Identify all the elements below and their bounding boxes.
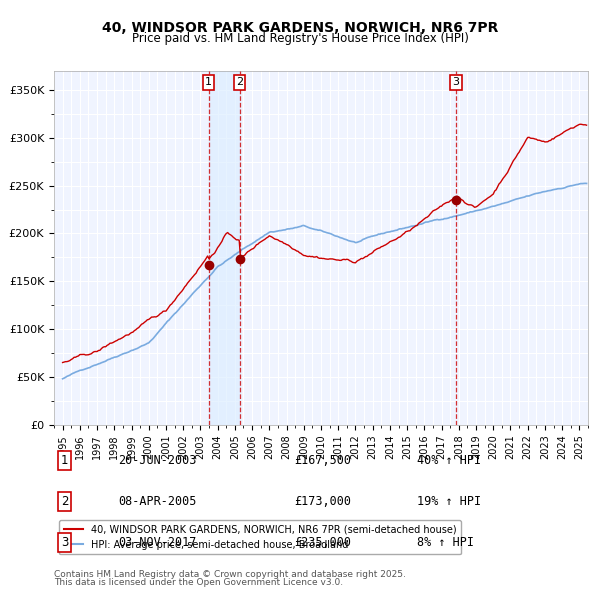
Text: 3: 3: [61, 536, 68, 549]
Text: 3: 3: [452, 77, 460, 87]
Text: £173,000: £173,000: [295, 495, 352, 508]
Text: £235,000: £235,000: [295, 536, 352, 549]
Text: 20-JUN-2003: 20-JUN-2003: [118, 454, 196, 467]
Text: 08-APR-2005: 08-APR-2005: [118, 495, 196, 508]
Text: 19% ↑ HPI: 19% ↑ HPI: [417, 495, 481, 508]
Bar: [209, 71, 239, 425]
Text: 03-NOV-2017: 03-NOV-2017: [118, 536, 196, 549]
Text: 40, WINDSOR PARK GARDENS, NORWICH, NR6 7PR: 40, WINDSOR PARK GARDENS, NORWICH, NR6 7…: [102, 21, 498, 35]
Text: Price paid vs. HM Land Registry's House Price Index (HPI): Price paid vs. HM Land Registry's House …: [131, 32, 469, 45]
Text: 1: 1: [61, 454, 68, 467]
Text: 2: 2: [236, 77, 243, 87]
Text: £167,500: £167,500: [295, 454, 352, 467]
Text: 2: 2: [61, 495, 68, 508]
Text: 40% ↑ HPI: 40% ↑ HPI: [417, 454, 481, 467]
Text: Contains HM Land Registry data © Crown copyright and database right 2025.: Contains HM Land Registry data © Crown c…: [54, 571, 406, 579]
Text: 1: 1: [205, 77, 212, 87]
Text: 8% ↑ HPI: 8% ↑ HPI: [417, 536, 474, 549]
Text: This data is licensed under the Open Government Licence v3.0.: This data is licensed under the Open Gov…: [54, 578, 343, 587]
Legend: 40, WINDSOR PARK GARDENS, NORWICH, NR6 7PR (semi-detached house), HPI: Average p: 40, WINDSOR PARK GARDENS, NORWICH, NR6 7…: [59, 520, 461, 555]
